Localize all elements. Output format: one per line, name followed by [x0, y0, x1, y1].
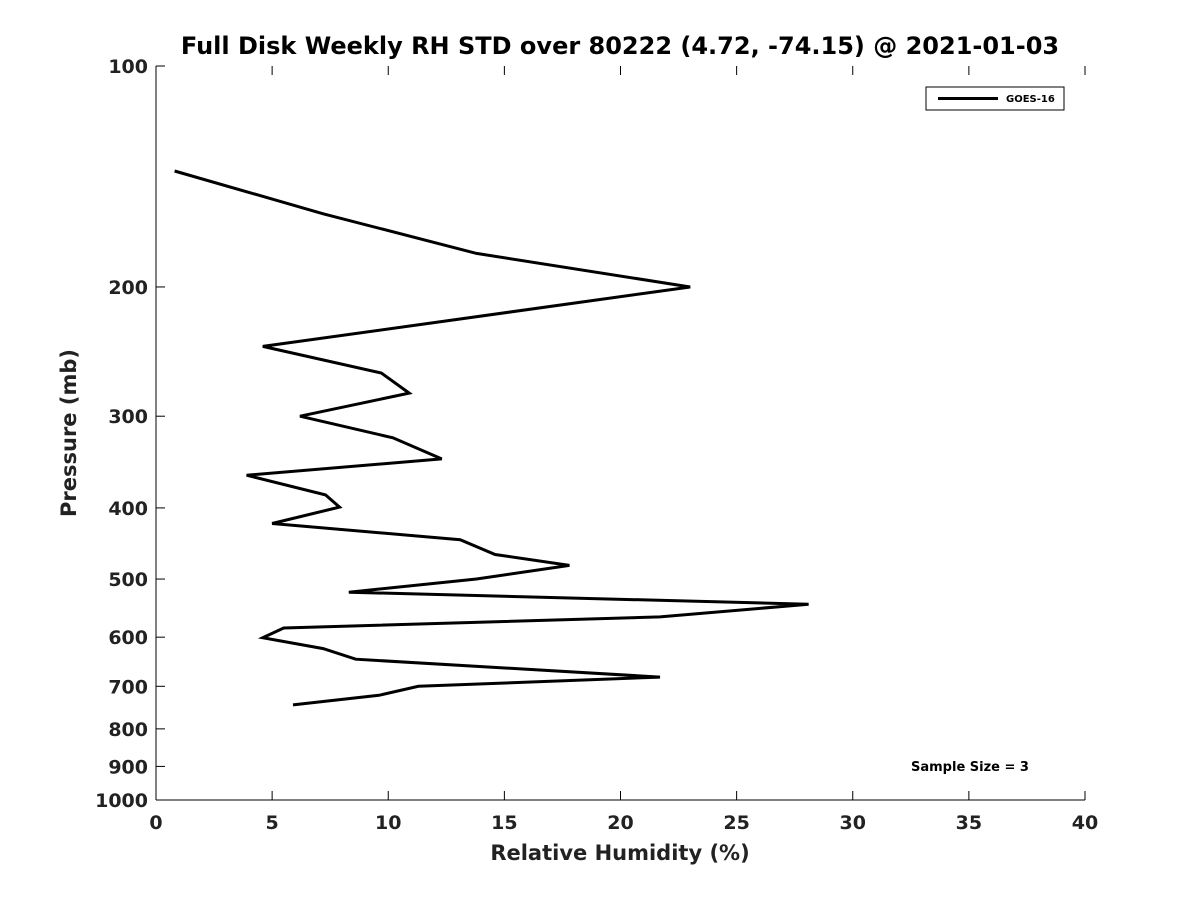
y-tick-label: 500 [108, 569, 148, 591]
sample-size-annotation: Sample Size = 3 [911, 760, 1029, 775]
x-tick-label: 15 [491, 812, 517, 834]
y-tick-label: 700 [108, 676, 148, 698]
x-axis-label: Relative Humidity (%) [490, 841, 749, 865]
y-tick-label: 400 [108, 498, 148, 520]
legend: GOES-16 [925, 86, 1065, 111]
y-tick-label: 1000 [95, 790, 148, 812]
series-line-goes-16 [174, 169, 809, 707]
plot-background [156, 66, 1085, 800]
x-tick-label: 30 [840, 812, 866, 834]
x-tick-label: 40 [1072, 812, 1098, 834]
x-tick-label: 5 [266, 812, 279, 834]
x-tick-label: 0 [149, 812, 162, 834]
y-tick-label: 600 [108, 627, 148, 649]
x-tick-label: 20 [607, 812, 633, 834]
y-tick-label: 200 [108, 277, 148, 299]
series-group [174, 169, 809, 707]
x-axis-ticks: 0 5 10 15 20 25 30 35 40 [149, 66, 1098, 834]
y-axis-ticks: 100 200 300 400 500 600 700 800 900 1000 [95, 56, 165, 812]
x-tick-label: 35 [956, 812, 982, 834]
y-axis-label: Pressure (mb) [57, 349, 81, 517]
chart-title: Full Disk Weekly RH STD over 80222 (4.72… [181, 32, 1059, 60]
legend-label: GOES-16 [1006, 94, 1055, 105]
y-tick-label: 800 [108, 719, 148, 741]
x-tick-label: 25 [723, 812, 749, 834]
x-tick-label: 10 [375, 812, 401, 834]
y-tick-label: 300 [108, 406, 148, 428]
y-tick-label: 900 [108, 756, 148, 778]
y-tick-label: 100 [108, 56, 148, 78]
